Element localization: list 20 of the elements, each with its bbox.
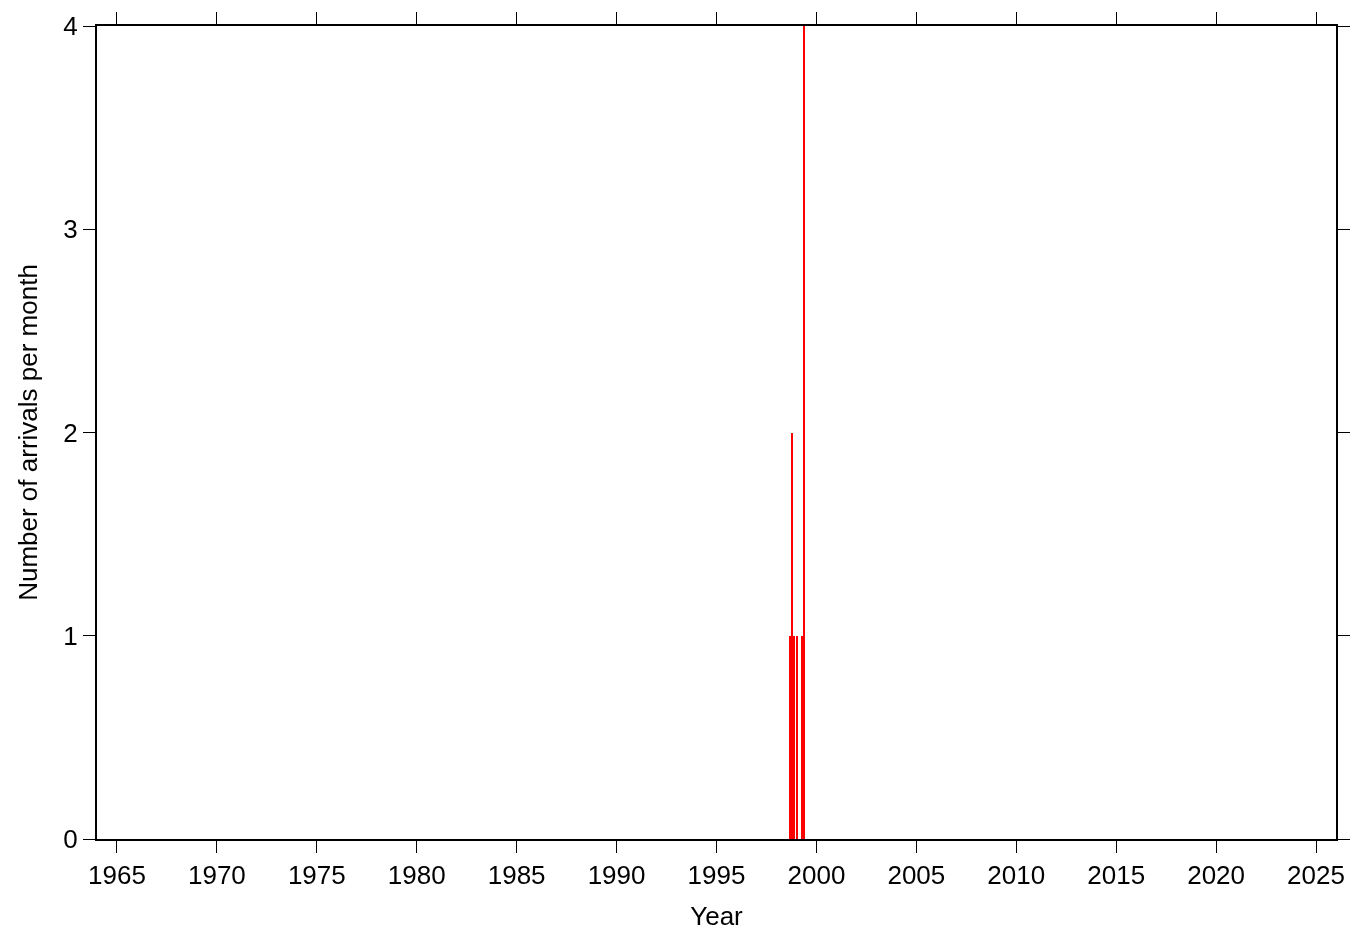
x-tick-label: 1995: [687, 860, 746, 891]
x-tick-label: 1990: [587, 860, 646, 891]
y-tick-label: 0: [63, 824, 78, 855]
y-tick-label: 4: [63, 11, 78, 42]
x-tick-label: 1980: [387, 860, 446, 891]
x-tick-label: 2015: [1087, 860, 1146, 891]
y-tick-label: 3: [63, 214, 78, 245]
x-tick-label: 2005: [887, 860, 946, 891]
y-tick-label: 1: [63, 620, 78, 651]
x-tick-label: 1975: [287, 860, 346, 891]
x-tick-label: 1965: [88, 860, 146, 891]
x-tick-label: 2010: [987, 860, 1046, 891]
x-tick-label: 2025: [1287, 860, 1345, 891]
y-axis-title: Number of arrivals per month: [13, 264, 44, 601]
x-tick-label: 1985: [487, 860, 546, 891]
x-tick-label: 2020: [1187, 860, 1246, 891]
x-tick-label: 1970: [187, 860, 246, 891]
x-axis-title: Year: [690, 901, 744, 932]
y-tick-label: 2: [63, 417, 78, 448]
x-tick-label: 2000: [787, 860, 846, 891]
